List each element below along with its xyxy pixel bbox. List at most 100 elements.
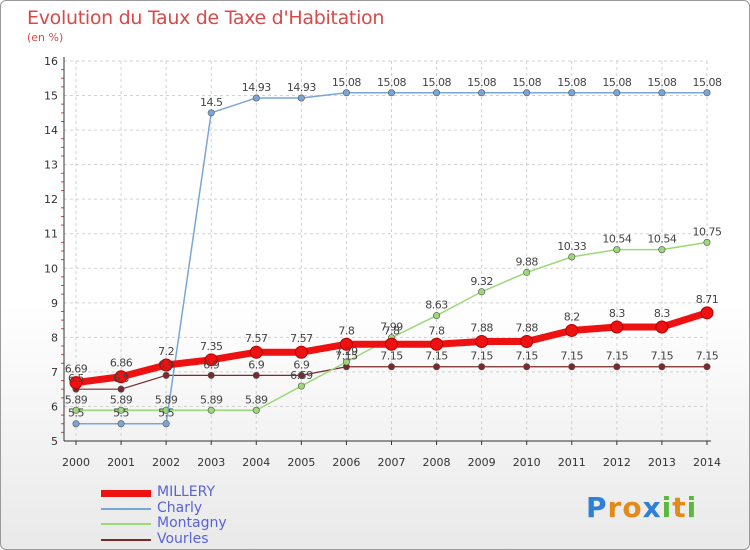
- axes: 5 6 7 8 9 10 11 12 13 14 15 16 2000 2001 2002 2003 2004 2…: [44, 55, 721, 469]
- data-point-charly: [252, 94, 260, 102]
- x-tick-label: 2013: [648, 456, 676, 469]
- data-label-charly: 14.93: [287, 81, 316, 94]
- y-tick-label: 15: [44, 90, 58, 103]
- legend-label: Vourles: [157, 531, 209, 547]
- data-label-vourles: 7.15: [561, 350, 584, 363]
- data-label-vourles: 7.15: [380, 350, 403, 363]
- data-point-millery: [384, 337, 398, 351]
- data-label-vourles: 6.9: [158, 358, 174, 371]
- data-point-millery: [610, 320, 624, 334]
- data-label-millery: 8.3: [654, 307, 670, 320]
- data-point-vourles: [162, 371, 170, 379]
- data-label-vourles: 6.9: [293, 358, 309, 371]
- y-tick-label: 7: [51, 366, 58, 379]
- data-point-charly: [387, 89, 395, 97]
- legend-label: Montagny: [157, 515, 227, 531]
- x-tick-label: 2007: [377, 456, 405, 469]
- y-tick-label: 9: [51, 297, 58, 310]
- data-point-millery: [475, 335, 489, 349]
- logo-letter: x: [642, 491, 662, 524]
- data-label-montagny: 5.89: [245, 393, 268, 406]
- x-tick-label: 2008: [423, 456, 451, 469]
- logo-letter: i: [686, 491, 698, 524]
- logo-letter: i: [661, 491, 673, 524]
- data-point-charly: [613, 89, 621, 97]
- data-point-montagny: [703, 238, 711, 246]
- data-point-charly: [117, 420, 125, 428]
- logo-letter: r: [607, 491, 623, 524]
- data-label-charly: 15.08: [692, 76, 721, 89]
- data-label-vourles: 7.15: [651, 350, 674, 363]
- data-label-montagny: 5.89: [65, 393, 88, 406]
- y-tick-label: 16: [44, 55, 58, 68]
- data-label-montagny: 7.99: [380, 321, 403, 334]
- data-label-charly: 5.5: [158, 407, 174, 420]
- data-label-charly: 5.5: [113, 407, 129, 420]
- y-tick-label: 5: [51, 435, 58, 448]
- data-label-montagny: 9.32: [470, 275, 493, 288]
- data-point-montagny: [523, 268, 531, 276]
- legend-swatch: [101, 490, 151, 497]
- data-label-vourles: 6.5: [68, 372, 84, 385]
- data-label-vourles: 7.15: [470, 350, 493, 363]
- legend-label: MILLERY: [157, 484, 216, 500]
- data-point-vourles: [703, 363, 711, 371]
- data-label-vourles: 7.15: [696, 350, 719, 363]
- logo-letter: P: [586, 491, 608, 524]
- series: [69, 89, 714, 428]
- data-label-montagny: 5.89: [200, 393, 223, 406]
- data-label-montagny: 10.54: [647, 233, 676, 246]
- data-label-millery: 8.3: [609, 307, 625, 320]
- proxiti-logo: Proxiti: [586, 491, 697, 524]
- data-point-charly: [207, 109, 215, 117]
- unit-label: (en %): [27, 31, 64, 44]
- data-point-charly: [297, 94, 305, 102]
- data-point-millery: [159, 358, 173, 372]
- data-label-millery: 6.69: [65, 363, 88, 376]
- data-point-vourles: [297, 371, 305, 379]
- data-point-montagny: [568, 253, 576, 261]
- x-tick-label: 2004: [242, 456, 270, 469]
- x-tick-label: 2010: [513, 456, 541, 469]
- data-point-montagny: [72, 406, 80, 414]
- data-point-millery: [565, 323, 579, 337]
- data-label-charly: 15.08: [512, 76, 541, 89]
- data-point-charly: [658, 89, 666, 97]
- data-label-montagny: 5.89: [110, 393, 133, 406]
- data-label-montagny: 5.89: [155, 393, 178, 406]
- data-point-charly: [568, 89, 576, 97]
- x-tick-label: 2011: [558, 456, 586, 469]
- data-point-montagny: [613, 246, 621, 254]
- data-label-millery: 8.2: [564, 310, 580, 323]
- x-tick-label: 2012: [603, 456, 631, 469]
- data-label-millery: 8.71: [696, 293, 719, 306]
- data-point-vourles: [207, 371, 215, 379]
- data-label-millery: 7.35: [200, 340, 223, 353]
- data-point-montagny: [297, 382, 305, 390]
- data-label-charly: 15.08: [332, 76, 361, 89]
- data-label-vourles: 7.15: [425, 350, 448, 363]
- data-point-vourles: [478, 363, 486, 371]
- data-label-vourles: 7.15: [606, 350, 629, 363]
- data-label-montagny: 8.63: [425, 299, 448, 312]
- data-point-vourles: [252, 371, 260, 379]
- data-point-charly: [162, 420, 170, 428]
- data-label-vourles: 6.9: [203, 358, 219, 371]
- data-point-montagny: [342, 358, 350, 366]
- data-point-montagny: [117, 406, 125, 414]
- legend-swatch: [101, 508, 151, 510]
- data-label-vourles: 6.9: [248, 358, 264, 371]
- data-label-millery: 7.8: [383, 324, 399, 337]
- x-tick-label: 2001: [107, 456, 135, 469]
- data-point-vourles: [387, 363, 395, 371]
- data-point-charly: [478, 89, 486, 97]
- data-point-vourles: [568, 363, 576, 371]
- legend-swatch: [101, 539, 151, 541]
- x-tick-label: 2009: [468, 456, 496, 469]
- x-tick-label: 2014: [693, 456, 721, 469]
- data-label-charly: 15.08: [647, 76, 676, 89]
- data-point-millery: [520, 335, 534, 349]
- data-label-millery: 7.2: [158, 345, 174, 358]
